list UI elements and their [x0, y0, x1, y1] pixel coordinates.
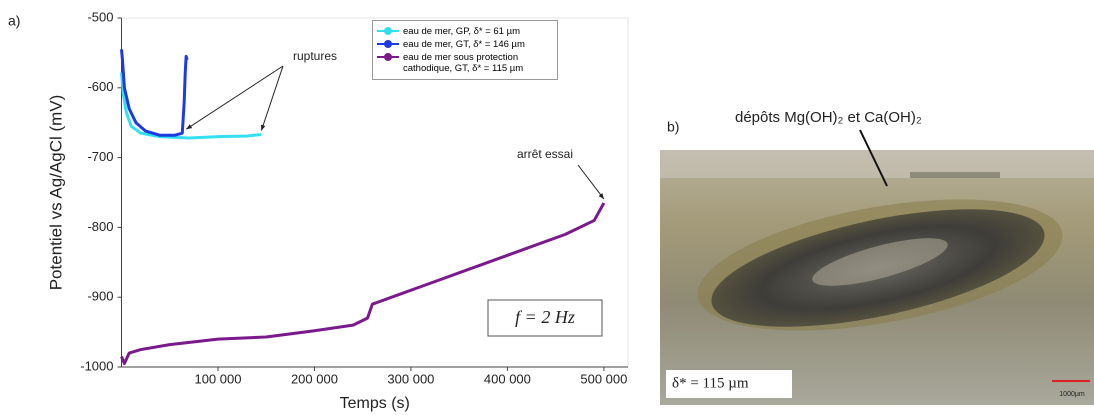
x-tick-label: 300 000 [387, 371, 434, 386]
legend-item: eau de mer sous protection cathodique, G… [377, 52, 553, 74]
y-tick-label: -700 [87, 149, 113, 164]
annotation-arrow [186, 65, 284, 130]
deposit-streak [910, 172, 1000, 178]
series-line [120, 202, 606, 366]
reflection [812, 238, 948, 286]
legend-label: eau de mer, GP, δ* = 61 µm [403, 26, 520, 37]
annotation: f = 2 Hz [515, 307, 575, 327]
y-tick-label: -900 [87, 289, 113, 304]
x-axis-title: Temps (s) [340, 395, 410, 412]
panel-label: a) [8, 13, 20, 29]
annotation-arrow [577, 164, 605, 200]
label-box [666, 370, 792, 398]
photo: 1000µm δ* = 115 µm b) dépôts Mg(OH)₂ et … [660, 109, 1094, 405]
x-tick-label: 200 000 [291, 371, 338, 386]
y-axis-title: Potentiel vs Ag/AgCl (mV) [46, 95, 65, 291]
legend-item: eau de mer, GP, δ* = 61 µm [377, 26, 553, 37]
series-line [120, 72, 262, 140]
annotation-arrow [859, 129, 888, 187]
series-line [120, 49, 189, 137]
x-tick-label: 400 000 [484, 371, 531, 386]
legend: eau de mer, GP, δ* = 61 µm eau de mer, GT… [372, 20, 558, 80]
y-tick-label: -500 [87, 9, 113, 24]
arrow-head [598, 193, 604, 199]
panel-label: b) [667, 119, 679, 135]
legend-item: eau de mer, GT, δ* = 146 µm [377, 39, 553, 50]
legend-swatch [377, 39, 399, 49]
annotation: arrêt essai [517, 147, 573, 161]
annotation-box [487, 299, 603, 337]
y-tick-label: -800 [87, 219, 113, 234]
legend-swatch [377, 52, 399, 62]
x-tick-label: 500 000 [580, 371, 627, 386]
scale-label: 1000µm [1059, 391, 1085, 398]
annotation: ruptures [293, 49, 337, 63]
arrow-head [260, 124, 266, 131]
legend-swatch [377, 26, 399, 36]
y-tick-label: -1000 [80, 358, 113, 373]
arrow-head [186, 124, 193, 130]
legend-label: eau de mer sous protection cathodique, G… [403, 52, 524, 74]
x-tick-label: 100 000 [194, 371, 241, 386]
plot: -1000 -900 -800 -700 -600 -500 100 000 200 000 3… [46, 9, 629, 412]
annotation-arrow [260, 65, 284, 131]
legend-label: eau de mer, GT, δ* = 146 µm [403, 39, 525, 50]
thickness-label: δ* = 115 µm [672, 375, 749, 391]
photo-annotation: dépôts Mg(OH)₂ et Ca(OH)₂ [735, 109, 922, 126]
y-tick-label: -600 [87, 79, 113, 94]
